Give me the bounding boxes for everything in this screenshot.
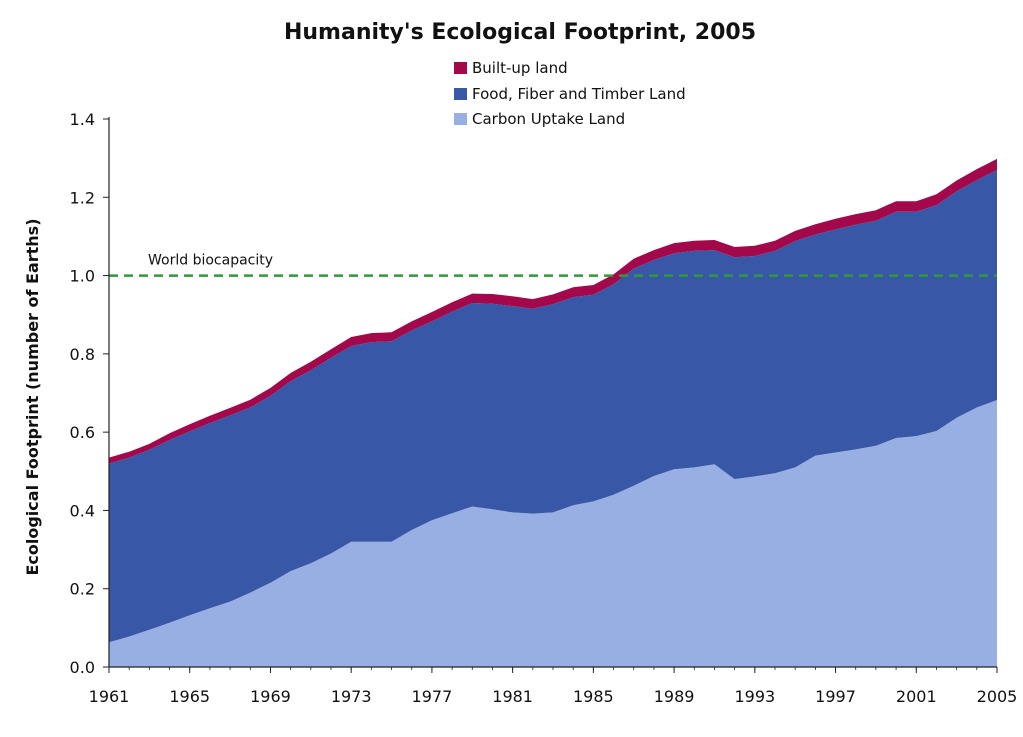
y-tick-label: 0.4 [70,501,95,520]
reference-line-group: World biocapacity [109,253,997,277]
y-tick-label: 1.0 [70,267,95,286]
area-food-fiber-and-timber-land [109,169,997,643]
y-tick-label: 1.4 [70,110,95,129]
legend-swatch-food-fiber-timber [454,88,467,100]
legend-swatch-carbon-uptake [454,113,467,125]
x-tick-label: 1981 [492,687,533,706]
y-tick-label: 0.8 [70,345,95,364]
x-tick-label: 1977 [412,687,453,706]
x-tick-label: 1973 [331,687,372,706]
x-tick-label: 1965 [169,687,210,706]
stacked-areas [109,158,997,667]
x-tick-label: 2001 [896,687,937,706]
legend-label-food-fiber-timber: Food, Fiber and Timber Land [472,85,686,103]
world-biocapacity-label: World biocapacity [148,253,273,269]
x-tick-label: 1985 [573,687,614,706]
legend: Built-up land Food, Fiber and Timber Lan… [454,59,686,128]
legend-swatch-built-up-land [454,62,467,74]
y-tick-label: 0.2 [70,580,95,599]
y-axis-ticks: 0.0 0.2 0.4 0.6 0.8 1.0 1.2 1.4 [70,110,109,677]
y-tick-label: 0.6 [70,423,95,442]
y-tick-label: 0.0 [70,658,95,677]
area-carbon-uptake-land [109,400,997,667]
x-tick-label: 1997 [815,687,856,706]
legend-label-built-up-land: Built-up land [472,59,568,77]
x-tick-label: 1961 [89,687,130,706]
x-tick-label: 1969 [250,687,291,706]
x-tick-label: 1989 [654,687,695,706]
chart-title: Humanity's Ecological Footprint, 2005 [284,20,756,45]
legend-label-carbon-uptake: Carbon Uptake Land [472,110,625,128]
x-tick-label: 1993 [734,687,775,706]
x-tick-label: 2005 [977,687,1018,706]
y-axis-label: Ecological Footprint (number of Earths) [23,218,42,575]
y-tick-label: 1.2 [70,188,95,207]
x-axis-ticks: 1961 1965 1969 1973 1977 1981 1985 1989 1993 1997… [89,667,1018,706]
